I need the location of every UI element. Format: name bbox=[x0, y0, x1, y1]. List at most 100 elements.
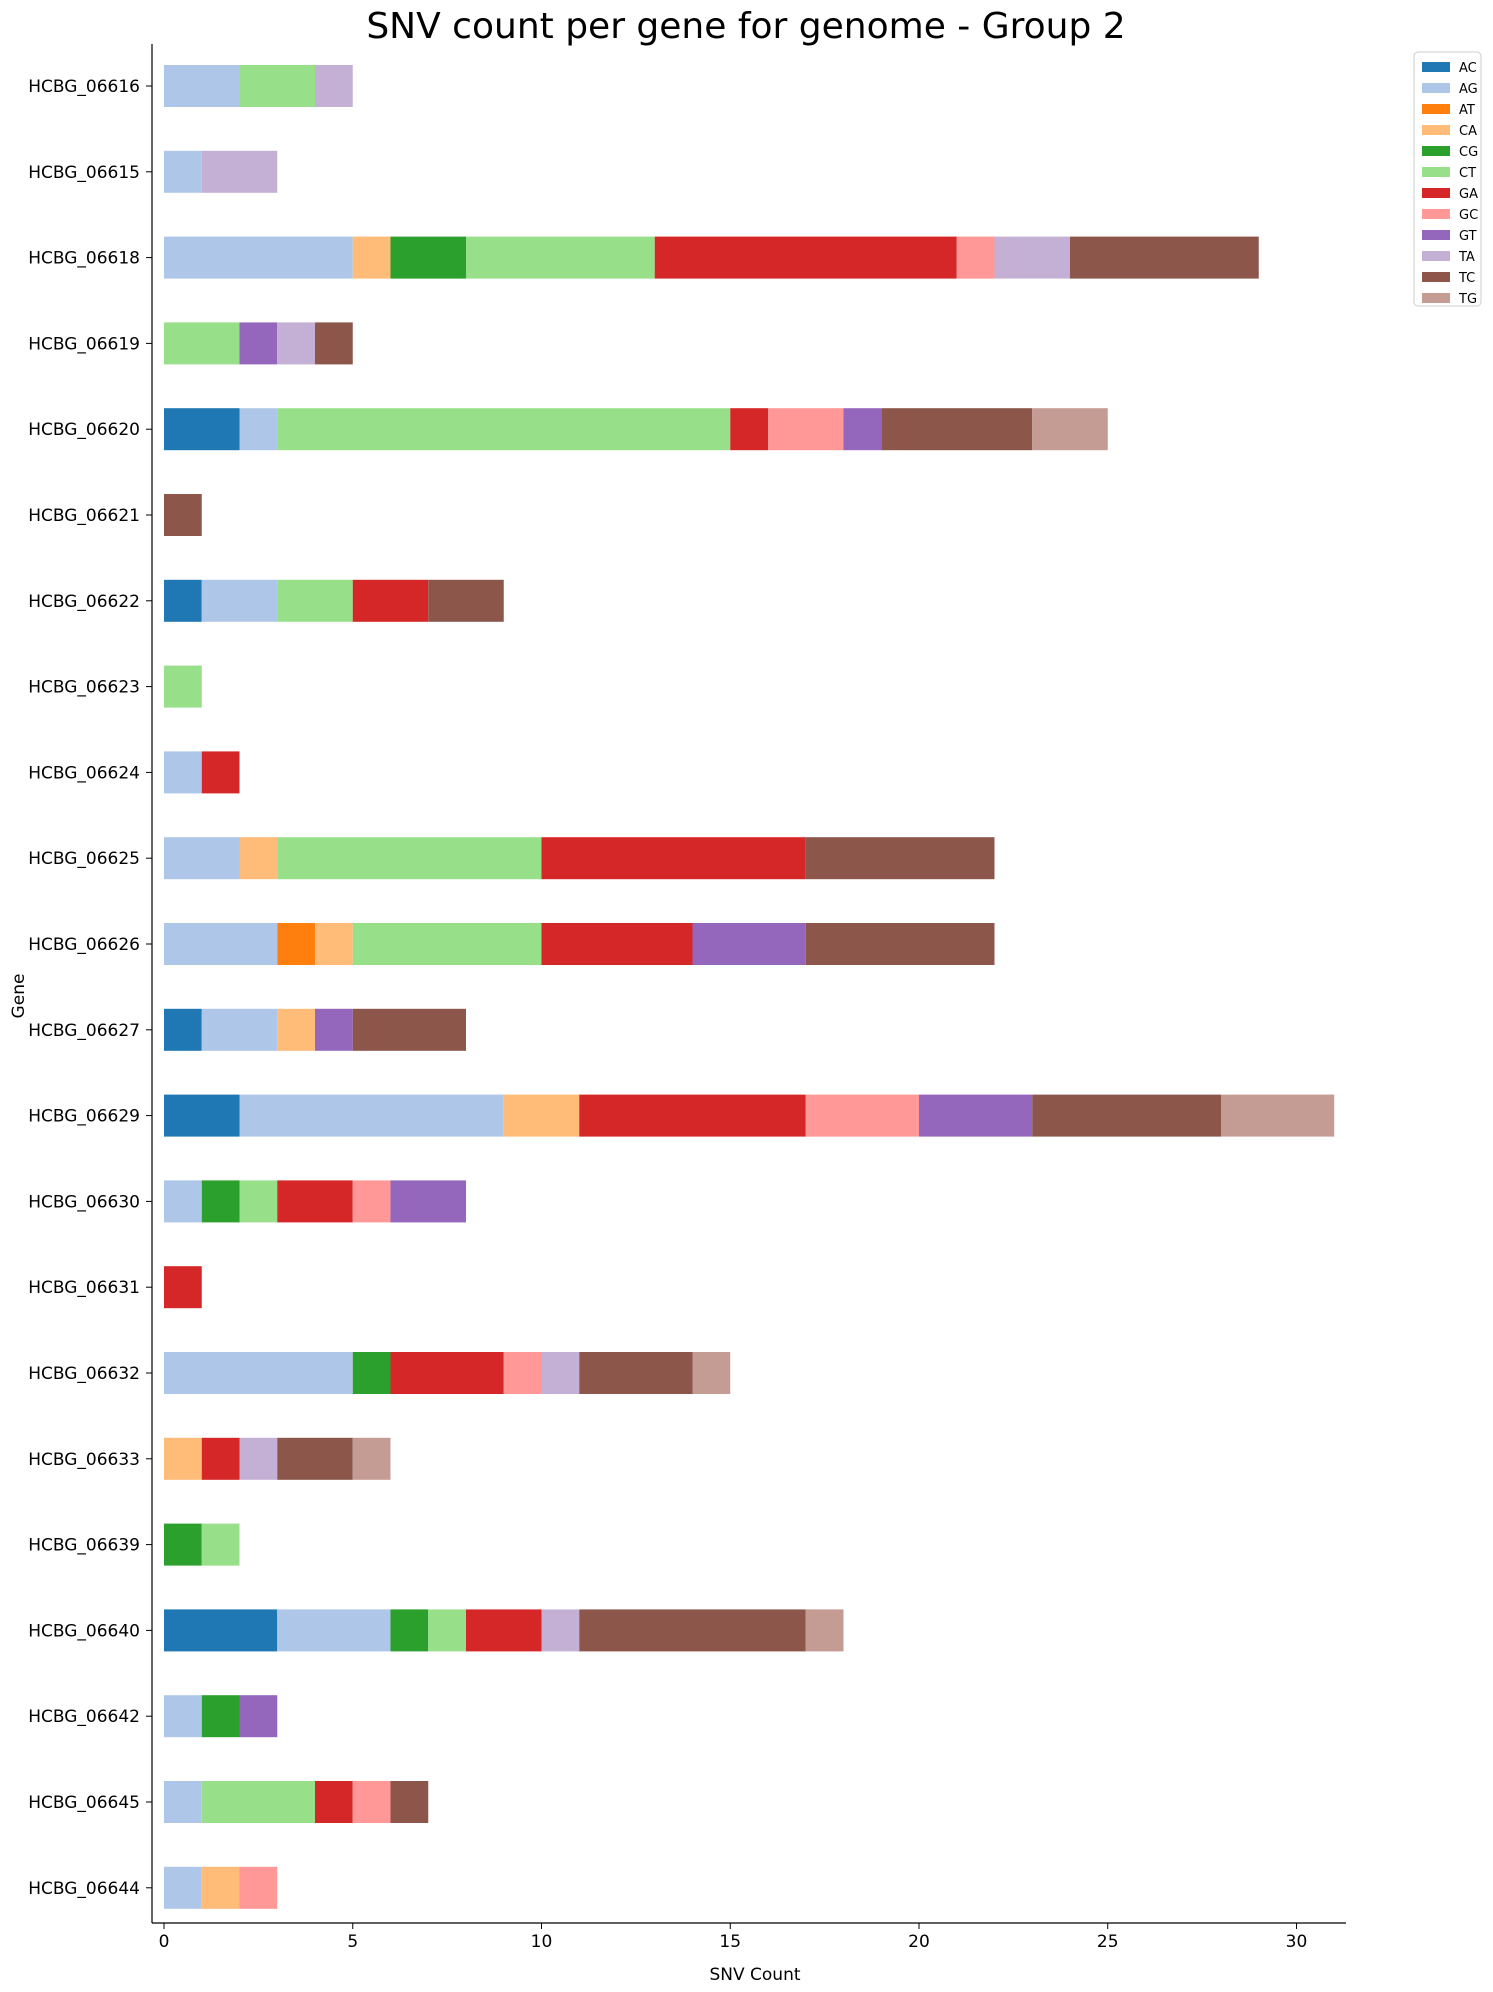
legend-label-CG: CG bbox=[1459, 145, 1478, 160]
bar-HCBG_06627-AG bbox=[201, 1008, 278, 1051]
bar-HCBG_06620-CT bbox=[277, 408, 731, 451]
legend-label-AG: AG bbox=[1459, 82, 1478, 97]
y-tick-label: HCBG_06622 bbox=[28, 592, 140, 612]
bar-HCBG_06619-GT bbox=[239, 322, 278, 365]
bar-HCBG_06645-TC bbox=[390, 1781, 429, 1823]
bar-HCBG_06619-TC bbox=[315, 322, 353, 365]
y-tick-label: HCBG_06616 bbox=[28, 77, 140, 97]
bar-HCBG_06630-CT bbox=[239, 1180, 278, 1223]
bar-HCBG_06629-GC bbox=[805, 1094, 919, 1137]
bar-HCBG_06618-CA bbox=[352, 236, 391, 279]
bar-HCBG_06620-GC bbox=[768, 408, 844, 451]
bar-HCBG_06616-AG bbox=[164, 65, 240, 107]
bar-HCBG_06626-CA bbox=[315, 923, 353, 965]
bar-HCBG_06626-AT bbox=[277, 923, 315, 965]
bar-HCBG_06644-GC bbox=[239, 1866, 278, 1909]
y-tick-label: HCBG_06625 bbox=[28, 849, 140, 869]
legend-swatch-AC bbox=[1422, 62, 1450, 72]
x-tick-label: 10 bbox=[531, 1932, 553, 1952]
y-tick-label: HCBG_06623 bbox=[28, 678, 140, 698]
legend-swatch-TC bbox=[1422, 272, 1450, 282]
bar-HCBG_06632-CG bbox=[352, 1352, 391, 1394]
y-tick-label: HCBG_06615 bbox=[28, 163, 140, 183]
bar-HCBG_06640-CG bbox=[390, 1609, 429, 1652]
bar-HCBG_06629-TG bbox=[1221, 1094, 1335, 1137]
y-tick-label: HCBG_06624 bbox=[28, 763, 140, 783]
bar-HCBG_06644-CA bbox=[201, 1866, 240, 1909]
bar-HCBG_06622-CT bbox=[277, 579, 353, 622]
bar-HCBG_06618-TC bbox=[1070, 236, 1259, 279]
legend-label-AC: AC bbox=[1459, 61, 1477, 76]
bar-HCBG_06626-GA bbox=[541, 923, 693, 965]
y-tick-label: HCBG_06620 bbox=[28, 420, 140, 440]
bar-HCBG_06640-AG bbox=[277, 1609, 391, 1652]
bar-HCBG_06616-TA bbox=[315, 65, 353, 107]
legend-swatch-GC bbox=[1422, 209, 1450, 219]
bar-HCBG_06620-GT bbox=[843, 408, 882, 451]
bar-HCBG_06630-AG bbox=[164, 1180, 202, 1223]
x-tick-labels: 0 5 10 15 20 25 30 bbox=[159, 1923, 1308, 1952]
bar-HCBG_06645-AG bbox=[164, 1781, 202, 1823]
legend: AC AG AT CA CG CT GA GC GT TA TC TG bbox=[1413, 51, 1482, 307]
bar-HCBG_06626-AG bbox=[164, 923, 278, 965]
bar-HCBG_06640-AC bbox=[164, 1609, 278, 1652]
legend-label-TC: TC bbox=[1458, 271, 1475, 286]
bar-HCBG_06623-CT bbox=[164, 665, 202, 708]
axes-layer bbox=[151, 44, 1346, 1924]
x-tick-label: 15 bbox=[719, 1932, 741, 1952]
x-tick-label: 30 bbox=[1286, 1932, 1308, 1952]
bar-HCBG_06626-TC bbox=[805, 923, 995, 965]
legend-label-GC: GC bbox=[1459, 208, 1478, 223]
bar-HCBG_06620-GA bbox=[730, 408, 768, 451]
bar-HCBG_06616-CT bbox=[239, 65, 315, 107]
y-tick-label: HCBG_06629 bbox=[28, 1107, 140, 1127]
y-tick-label: HCBG_06645 bbox=[28, 1793, 140, 1813]
x-axis-label: SNV Count bbox=[709, 1965, 800, 1985]
legend-label-GA: GA bbox=[1459, 187, 1478, 202]
bar-HCBG_06640-TG bbox=[805, 1609, 844, 1652]
bar-HCBG_06642-GT bbox=[239, 1695, 278, 1738]
y-tick-label: HCBG_06627 bbox=[28, 1021, 140, 1041]
bar-HCBG_06629-AG bbox=[239, 1094, 504, 1137]
legend-swatch-CG bbox=[1422, 146, 1450, 156]
y-tick-label: HCBG_06618 bbox=[28, 249, 140, 269]
bar-HCBG_06629-GT bbox=[919, 1094, 1033, 1137]
legend-swatch-CT bbox=[1422, 167, 1450, 177]
bar-HCBG_06642-AG bbox=[164, 1695, 202, 1738]
bar-HCBG_06632-TA bbox=[541, 1352, 580, 1394]
bar-HCBG_06627-TC bbox=[352, 1008, 466, 1051]
bar-HCBG_06620-AG bbox=[239, 408, 278, 451]
bar-HCBG_06633-TA bbox=[239, 1437, 278, 1480]
bar-HCBG_06633-GA bbox=[201, 1437, 240, 1480]
bar-HCBG_06624-GA bbox=[201, 751, 240, 794]
bar-HCBG_06629-CA bbox=[503, 1094, 580, 1137]
y-tick-label: HCBG_06626 bbox=[28, 935, 140, 955]
bar-HCBG_06630-GT bbox=[390, 1180, 466, 1223]
y-tick-label: HCBG_06630 bbox=[28, 1192, 140, 1212]
bar-HCBG_06621-TC bbox=[164, 494, 202, 536]
x-tick-label: 0 bbox=[159, 1932, 170, 1952]
bar-HCBG_06618-AG bbox=[164, 236, 353, 279]
bar-HCBG_06618-TA bbox=[994, 236, 1070, 279]
bar-HCBG_06633-TG bbox=[352, 1437, 391, 1480]
legend-swatch-TG bbox=[1422, 293, 1450, 303]
bar-HCBG_06632-GC bbox=[503, 1352, 542, 1394]
legend-label-TG: TG bbox=[1458, 292, 1477, 307]
y-tick-label: HCBG_06619 bbox=[28, 334, 140, 354]
bar-HCBG_06626-CT bbox=[352, 923, 542, 965]
legend-swatch-AG bbox=[1422, 83, 1450, 93]
bar-HCBG_06629-AC bbox=[164, 1094, 240, 1137]
legend-swatch-GA bbox=[1422, 188, 1450, 198]
bar-HCBG_06618-GA bbox=[654, 236, 957, 279]
bar-HCBG_06642-CG bbox=[201, 1695, 240, 1738]
legend-label-TA: TA bbox=[1458, 250, 1475, 265]
bar-HCBG_06622-GA bbox=[352, 579, 429, 622]
y-tick-label: HCBG_06644 bbox=[28, 1879, 140, 1899]
y-tick-labels: HCBG_06616 HCBG_06615 HCBG_06618 HCBG_06619… bbox=[28, 77, 152, 1899]
legend-label-CT: CT bbox=[1459, 166, 1476, 181]
bar-HCBG_06631-GA bbox=[164, 1266, 202, 1309]
bar-HCBG_06626-GT bbox=[692, 923, 806, 965]
bar-HCBG_06630-CG bbox=[201, 1180, 240, 1223]
bar-HCBG_06615-TA bbox=[201, 150, 278, 193]
y-tick-label: HCBG_06631 bbox=[28, 1278, 140, 1298]
